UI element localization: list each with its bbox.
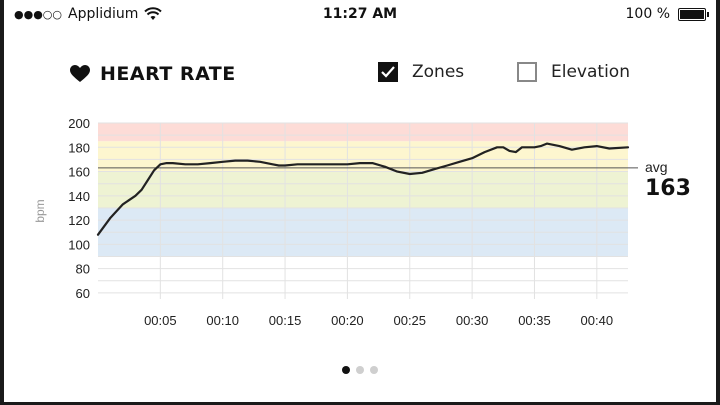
status-bar-left: ●●●○○ Applidium: [14, 6, 163, 22]
signal-strength-icon: ●●●○○: [14, 7, 62, 21]
heart-icon: [70, 65, 90, 82]
y-tick-label: 200: [68, 116, 90, 131]
y-tick-label: 100: [68, 237, 90, 252]
carrier-name: Applidium: [68, 6, 139, 22]
avg-label: avg: [645, 159, 668, 175]
x-tick-label: 00:20: [331, 313, 364, 328]
battery-icon: [678, 7, 709, 21]
page-indicator: [4, 366, 716, 374]
zone-band-2: [98, 141, 628, 172]
status-bar-time: 11:27 AM: [322, 6, 398, 22]
page-dot-2[interactable]: [356, 366, 364, 374]
zone-band-3: [98, 123, 628, 142]
x-tick-label: 00:15: [269, 313, 302, 328]
zone-band-1: [98, 171, 628, 208]
x-tick-label: 00:10: [206, 313, 239, 328]
checkmark-icon: [381, 66, 395, 78]
zones-label: Zones: [412, 62, 465, 82]
elevation-label: Elevation: [551, 62, 630, 82]
y-axis-label: bpm: [33, 199, 47, 222]
x-tick-label: 00:05: [144, 313, 177, 328]
y-tick-label: 60: [76, 286, 90, 301]
title-group: HEART RATE: [70, 63, 236, 85]
page-dot-3[interactable]: [370, 366, 378, 374]
y-tick-label: 140: [68, 189, 90, 204]
page-title: HEART RATE: [100, 63, 236, 85]
x-tick-label: 00:35: [518, 313, 551, 328]
x-tick-label: 00:30: [456, 313, 489, 328]
heart-rate-line: [96, 142, 630, 236]
y-tick-label: 180: [68, 140, 90, 155]
zones-checkbox[interactable]: [378, 62, 398, 82]
zones-toggle[interactable]: Zones: [378, 62, 464, 82]
y-tick-label: 80: [76, 262, 90, 277]
status-bar-right: 100 %: [625, 6, 709, 22]
page-dot-1[interactable]: [342, 366, 350, 374]
x-tick-label: 00:25: [393, 313, 426, 328]
x-tick-label: 00:40: [581, 313, 614, 328]
battery-percentage: 100 %: [625, 6, 670, 22]
phone-screen: ●●●○○ Applidium 11:27 AM 100 % HEART RAT…: [4, 0, 716, 402]
heart-rate-chart: 200 180 160 140 120 100 80 60 00:05 00:10 00:15 00:…: [33, 116, 691, 328]
avg-value: 163: [645, 176, 691, 201]
y-tick-label: 120: [68, 213, 90, 228]
wifi-icon: [144, 7, 163, 20]
elevation-checkbox[interactable]: [517, 62, 537, 82]
chart-header: HEART RATE Zones Elevation: [4, 55, 716, 95]
elevation-toggle[interactable]: Elevation: [517, 62, 630, 82]
status-bar: ●●●○○ Applidium 11:27 AM 100 %: [4, 0, 716, 30]
y-tick-label: 160: [68, 165, 90, 180]
